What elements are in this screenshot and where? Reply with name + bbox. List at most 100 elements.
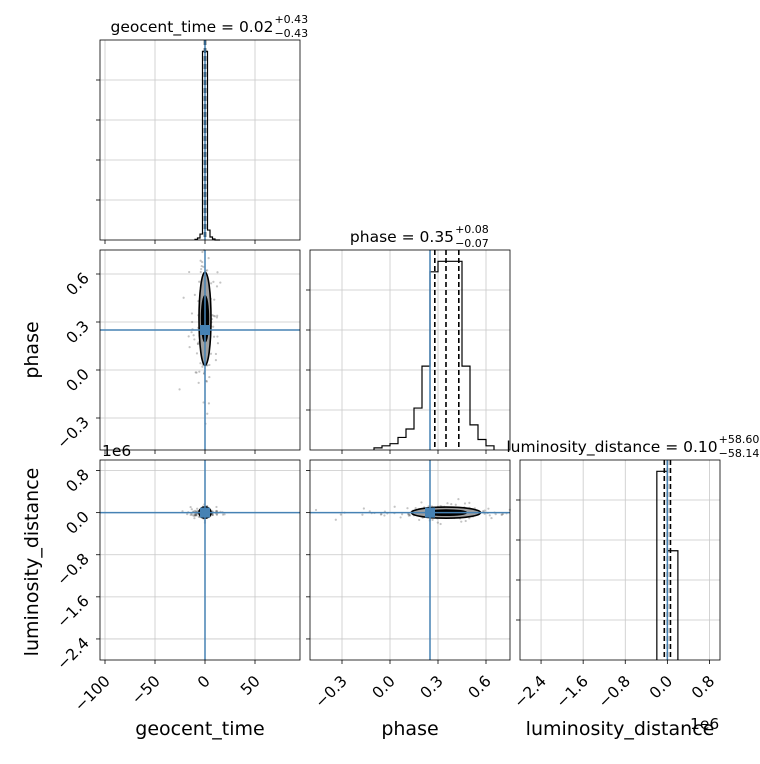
phase-vs-geocent_time-point [193,293,196,296]
luminosity_distance-vs-geocent_time-point [192,514,195,517]
phase-vs-geocent_time-point [200,264,203,268]
phase-vs-geocent_time-point [188,270,191,274]
luminosity_distance-vs-geocent_time-truth-marker [200,507,210,518]
phase-xtick-label: 0.6 [465,672,495,702]
phase-vs-geocent_time-point [190,312,194,315]
phase-vs-geocent_time-point [205,380,208,383]
yaxis-label-phase: phase [21,321,43,378]
luminosity_distance-vs-geocent_time-point [194,513,197,516]
phase-xtick-label: 0.3 [417,672,447,702]
phase-vs-geocent_time-point [202,265,205,268]
luminosity_distance-ytick-label: −0.8 [53,550,92,589]
phase-vs-geocent_time-point [215,316,219,319]
xaxis-label-luminosity_distance: luminosity_distance [526,718,715,740]
phase-hist-title-sub: −0.07 [455,237,489,250]
luminosity_distance-vs-phase-point [454,503,457,506]
luminosity_distance-vs-phase-point [379,513,383,516]
phase-vs-geocent_time-point [188,346,191,349]
luminosity_distance-hist-title-sub: −58.14 [719,447,760,460]
luminosity_distance-vs-phase-point [482,510,485,513]
phase-vs-geocent_time-point [205,379,208,383]
luminosity_distance-vs-phase-point [380,513,383,516]
phase-vs-geocent_time-point [206,412,209,415]
luminosity_distance-vs-geocent_time-point [196,507,199,510]
luminosity_distance-vs-phase-point [494,513,497,516]
luminosity_distance-vs-phase-point [463,502,467,505]
luminosity_distance-vs-phase-point [450,502,453,506]
phase-vs-geocent_time-point [201,250,204,254]
phase-vs-geocent_time-point [214,352,218,356]
phase-vs-geocent_time-point [213,298,216,301]
phase-vs-geocent_time-point [212,325,215,328]
geocent_time-xtick-label: 0 [194,672,214,692]
luminosity_distance-vs-phase-point [408,514,412,517]
luminosity_distance-vs-phase-point [361,513,364,516]
phase-vs-geocent_time-point [196,342,200,346]
phase-vs-geocent_time-point [212,280,215,283]
luminosity_distance-vs-phase-point [436,521,439,524]
luminosity_distance-vs-geocent_time-point [215,509,218,513]
luminosity_distance-vs-geocent_time-point [193,513,196,516]
phase-hist-title: phase = 0.35 [350,228,454,246]
phase-vs-geocent_time-point [197,381,200,384]
luminosity_distance-xtick-label: −2.4 [511,672,550,711]
geocent_time-hist-title-sub: −0.43 [274,27,308,40]
luminosity_distance-vs-geocent_time-point [211,513,214,516]
luminosity_distance-vs-geocent_time-point [194,509,197,512]
phase-vs-geocent_time-point [216,314,219,317]
phase-vs-geocent_time-point [194,371,197,374]
luminosity_distance-vs-geocent_time-point [189,513,192,517]
luminosity_distance-vs-phase-point [487,507,490,510]
luminosity_distance-xtick-label: 0.0 [646,672,676,702]
luminosity_distance-vs-phase-point [406,507,409,510]
luminosity_distance-vs-geocent_time-point [194,513,197,517]
phase-vs-geocent_time-point [200,267,203,271]
luminosity_distance-vs-phase-point [501,513,504,516]
luminosity_distance-vs-phase-point [446,502,449,505]
luminosity_distance-hist-title: luminosity_distance = 0.10 [506,438,717,457]
luminosity_distance-vs-geocent_time-point [195,514,198,517]
luminosity_distance-ytick-label: −2.4 [53,634,92,673]
luminosity_distance-vs-geocent_time-point [189,505,192,509]
luminosity_distance-vs-phase-point [407,514,410,517]
phase-vs-geocent_time-point [195,352,199,355]
phase-vs-geocent_time-point [201,365,204,368]
luminosity_distance-vs-phase-point [431,518,434,521]
luminosity_distance-vs-phase-point [393,505,396,508]
geocent_time-hist-bars [194,50,220,241]
luminosity_distance-vs-phase-point [464,519,467,523]
phase-vs-geocent_time-point [208,375,211,379]
luminosity_distance-vs-geocent_time-point [221,513,225,516]
phase-vs-geocent_time-point [210,282,213,285]
luminosity_distance-vs-phase-point [420,501,423,504]
phase-hist-title-sup: +0.08 [455,223,489,236]
phase-vs-geocent_time-point [216,342,220,345]
luminosity_distance-vs-geocent_time-point [223,513,226,516]
phase-vs-geocent_time-point [198,370,201,373]
phase-vs-geocent_time-point [206,364,209,367]
xaxis-offset-label: 1e6 [690,715,719,733]
luminosity_distance-vs-phase-point [401,513,404,516]
geocent_time-xtick-label: −100 [71,672,114,715]
luminosity_distance-vs-geocent_time-point [215,513,219,516]
luminosity_distance-vs-phase-point [407,512,410,516]
geocent_time-hist-title-sup: +0.43 [274,13,308,26]
luminosity_distance-vs-phase-point [460,520,463,523]
luminosity_distance-vs-phase-point [362,507,365,510]
luminosity_distance-vs-phase-point [488,514,491,517]
luminosity_distance-vs-phase-point [334,518,337,521]
luminosity_distance-vs-geocent_time-point [181,510,184,513]
phase-vs-geocent_time-point [208,363,211,367]
luminosity_distance-vs-phase-point [418,518,421,522]
phase-vs-geocent_time-point [216,271,219,274]
phase-vs-geocent_time-point [202,401,205,404]
geocent_time-hist-title: geocent_time = 0.02 [111,18,274,37]
luminosity_distance-xtick-label: 0.8 [688,672,718,702]
phase-vs-geocent_time-point [195,371,198,374]
luminosity_distance-vs-geocent_time-point [215,509,219,513]
luminosity_distance-vs-phase-point [483,509,486,512]
luminosity_distance-vs-phase-point [468,517,471,520]
luminosity_distance-ytick-label: −1.6 [53,592,92,631]
